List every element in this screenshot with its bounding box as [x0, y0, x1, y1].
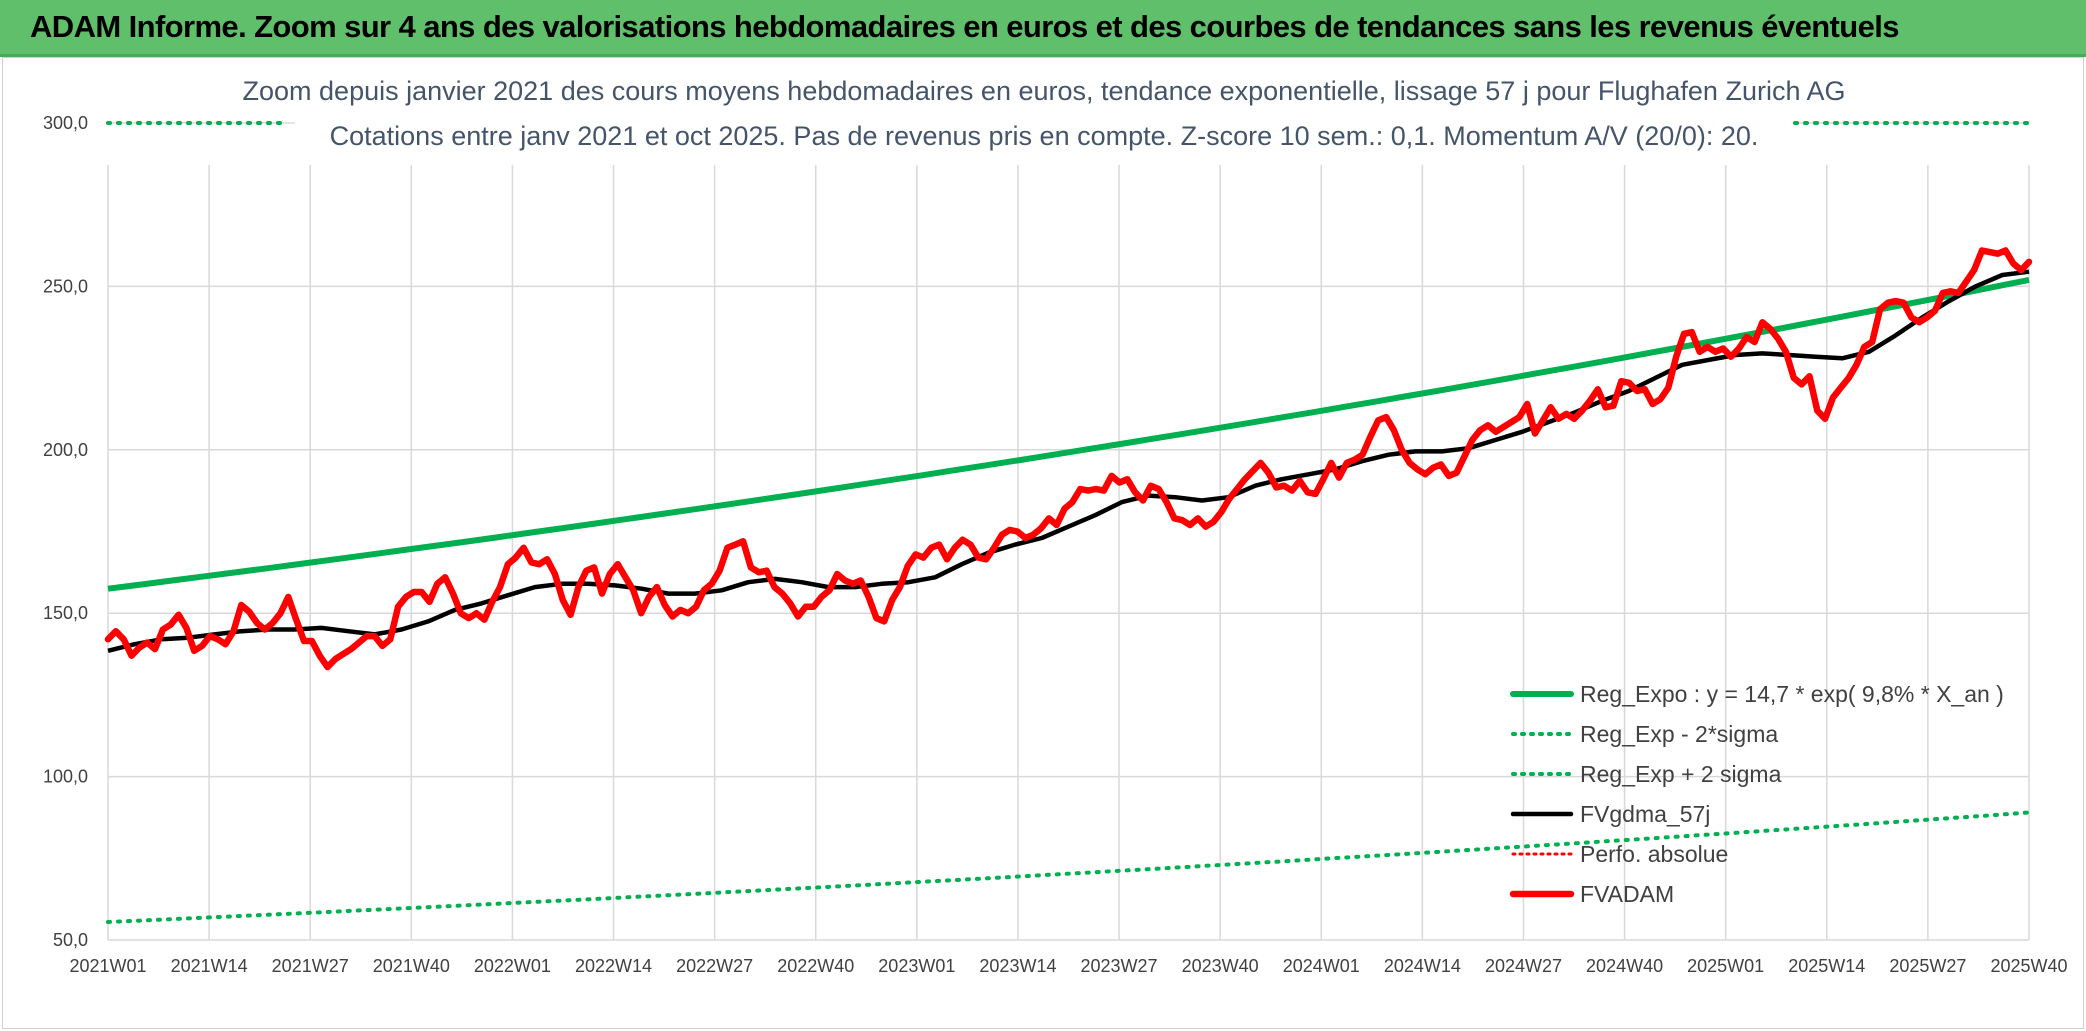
- x-tick-label: 2025W01: [1687, 956, 1764, 976]
- series-reg-expo: [107, 276, 2030, 592]
- x-axis: 2021W01 2021W14 2021W27 2021W40 2022W01 2022W…: [69, 956, 2067, 976]
- x-tick-label: 2023W01: [878, 956, 955, 976]
- x-tick-label: 2024W27: [1485, 956, 1562, 976]
- chart-subtitle: Zoom depuis janvier 2021 des cours moyen…: [243, 61, 1846, 161]
- x-tick-label: 2022W01: [474, 956, 551, 976]
- header-bar: ADAM Informe. Zoom sur 4 ans des valoris…: [0, 0, 2086, 57]
- legend-label: Perfo. absolue: [1580, 841, 1728, 867]
- y-tick-label: 100,0: [43, 767, 88, 787]
- legend-label: Reg_Exp - 2*sigma: [1580, 721, 1778, 747]
- gridlines: [107, 122, 2030, 941]
- x-tick-label: 2021W14: [171, 956, 248, 976]
- x-tick-label: 2022W14: [575, 956, 652, 976]
- y-tick-label: 200,0: [43, 440, 88, 460]
- x-tick-label: 2021W01: [69, 956, 146, 976]
- legend-label: Reg_Expo : y = 14,7 * exp( 9,8% * X_an ): [1580, 681, 2004, 707]
- legend-label: FVADAM: [1580, 881, 1674, 907]
- plot-area: [104, 121, 2033, 924]
- x-tick-label: 2024W01: [1283, 956, 1360, 976]
- x-tick-label: 2021W40: [373, 956, 450, 976]
- x-tick-label: 2022W27: [676, 956, 753, 976]
- x-tick-label: 2022W40: [777, 956, 854, 976]
- series-fvadam: [104, 247, 2033, 671]
- series-reg-exp-minus-2-sigma: [106, 810, 2031, 924]
- page-title: ADAM Informe. Zoom sur 4 ans des valoris…: [30, 9, 1900, 44]
- series-fvgdma-57j: [107, 269, 2030, 653]
- x-tick-label: 2023W40: [1182, 956, 1259, 976]
- x-tick-label: 2025W14: [1788, 956, 1865, 976]
- x-tick-label: 2021W27: [272, 956, 349, 976]
- legend-label: FVgdma_57j: [1580, 801, 1710, 827]
- x-tick-label: 2024W14: [1384, 956, 1461, 976]
- subtitle-line-1: Zoom depuis janvier 2021 des cours moyen…: [243, 76, 1846, 106]
- x-tick-label: 2023W14: [979, 956, 1056, 976]
- x-tick-label: 2023W27: [1081, 956, 1158, 976]
- legend: Reg_Expo : y = 14,7 * exp( 9,8% * X_an )…: [1509, 681, 2004, 907]
- x-tick-label: 2025W40: [1990, 956, 2067, 976]
- y-tick-label: 250,0: [43, 276, 88, 296]
- y-tick-label: 50,0: [53, 930, 88, 950]
- subtitle-background: [295, 61, 1793, 161]
- legend-label: Reg_Exp + 2 sigma: [1580, 761, 1782, 787]
- x-tick-label: 2024W40: [1586, 956, 1663, 976]
- x-tick-label: 2025W27: [1889, 956, 1966, 976]
- y-tick-label: 150,0: [43, 603, 88, 623]
- chart-frame: 50,0 100,0 150,0 200,0 250,0 300,0 2021W01 202…: [2, 57, 2084, 1029]
- y-tick-label: 300,0: [43, 113, 88, 133]
- y-axis: 50,0 100,0 150,0 200,0 250,0 300,0: [43, 113, 88, 950]
- subtitle-line-2: Cotations entre janv 2021 et oct 2025. P…: [330, 121, 1759, 151]
